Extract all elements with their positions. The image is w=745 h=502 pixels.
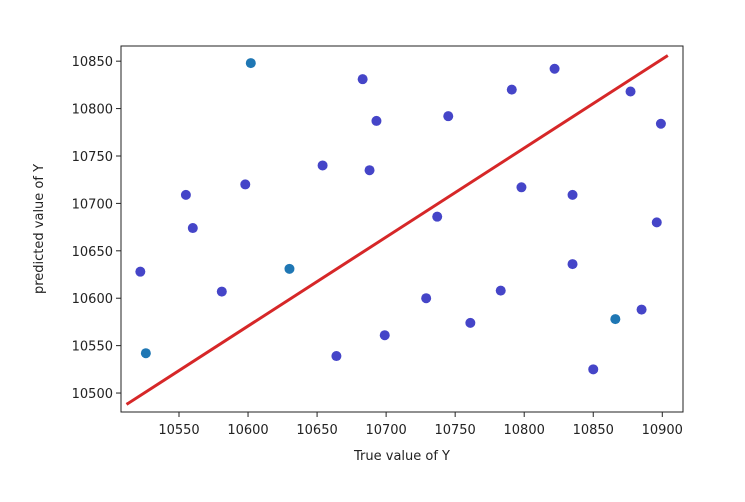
point [443, 111, 454, 122]
point [465, 317, 476, 328]
y-tick-label: 10750 [72, 150, 113, 165]
x-tick-label: 10550 [158, 423, 199, 438]
point [651, 217, 662, 228]
point [284, 263, 295, 274]
point [357, 74, 368, 85]
point [506, 84, 517, 95]
point [379, 330, 390, 341]
y-tick-label: 10550 [72, 340, 113, 355]
point [567, 189, 578, 200]
point [135, 266, 146, 277]
x-tick-label: 10700 [365, 423, 406, 438]
point [655, 118, 666, 129]
point [245, 58, 256, 69]
point [364, 165, 375, 176]
point [371, 115, 382, 126]
point [516, 182, 527, 193]
point [567, 259, 578, 270]
y-tick-label: 10800 [72, 103, 113, 118]
point [187, 223, 198, 234]
x-tick-label: 10900 [642, 423, 683, 438]
x-tick-label: 10800 [504, 423, 545, 438]
y-tick-label: 10500 [72, 387, 113, 402]
point [432, 211, 443, 222]
point [317, 160, 328, 171]
y-tick-label: 10600 [72, 292, 113, 307]
point [610, 314, 621, 325]
fit-line [125, 54, 669, 406]
point [495, 285, 506, 296]
point [636, 304, 647, 315]
y-tick-label: 10850 [72, 55, 113, 70]
point [549, 63, 560, 74]
plot-frame [120, 45, 684, 413]
x-tick-label: 10650 [296, 423, 337, 438]
point [588, 364, 599, 375]
x-axis-label: True value of Y [353, 449, 450, 464]
point [180, 189, 191, 200]
point [421, 293, 432, 304]
y-tick-label: 10650 [72, 245, 113, 260]
point [331, 351, 342, 362]
point [240, 179, 251, 190]
y-axis-label: predicted value of Y [32, 164, 47, 294]
point [216, 286, 227, 297]
x-tick-label: 10850 [573, 423, 614, 438]
x-tick-label: 10750 [434, 423, 475, 438]
x-tick-label: 10600 [227, 423, 268, 438]
point [625, 86, 636, 97]
point [140, 348, 151, 359]
y-tick-label: 10700 [72, 197, 113, 212]
